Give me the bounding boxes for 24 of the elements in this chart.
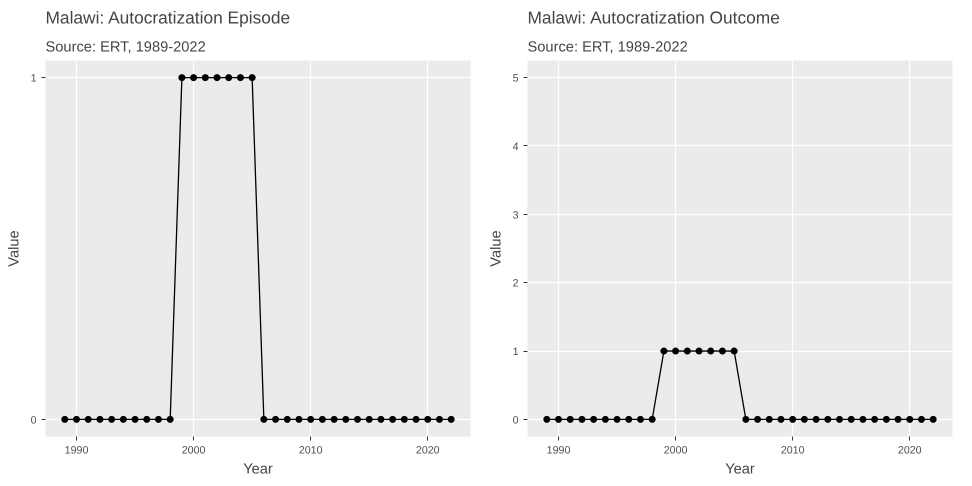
x-tick-label: 2020 xyxy=(416,444,440,456)
x-tick-label: 1990 xyxy=(546,444,570,456)
y-tick-label: 0 xyxy=(30,414,37,426)
x-axis-title: Year xyxy=(243,462,273,478)
x-tick-label: 2020 xyxy=(898,444,922,456)
y-tick-label: 4 xyxy=(512,140,519,153)
y-axis-title: Value xyxy=(488,230,505,267)
x-tick-label: 2010 xyxy=(298,444,323,456)
chart-subtitle: Source: ERT, 1989-2022 xyxy=(528,40,688,56)
y-tick-label: 1 xyxy=(30,72,37,85)
y-tick-label: 3 xyxy=(512,209,519,222)
x-tick-label: 2000 xyxy=(664,444,688,456)
y-tick-label: 2 xyxy=(512,278,519,290)
chart-title: Malawi: Autocratization Outcome xyxy=(528,8,780,28)
x-axis-title: Year xyxy=(725,462,755,478)
chart-title: Malawi: Autocratization Episode xyxy=(46,8,290,28)
y-tick-label: 0 xyxy=(512,414,519,426)
x-tick-label: 2010 xyxy=(780,444,805,456)
y-tick-label: 5 xyxy=(512,72,519,85)
chart-subtitle: Source: ERT, 1989-2022 xyxy=(46,40,206,56)
y-tick-label: 1 xyxy=(512,346,519,358)
x-tick-label: 1990 xyxy=(64,444,88,456)
x-tick-label: 2000 xyxy=(182,444,206,456)
y-axis-title: Value xyxy=(6,230,23,267)
